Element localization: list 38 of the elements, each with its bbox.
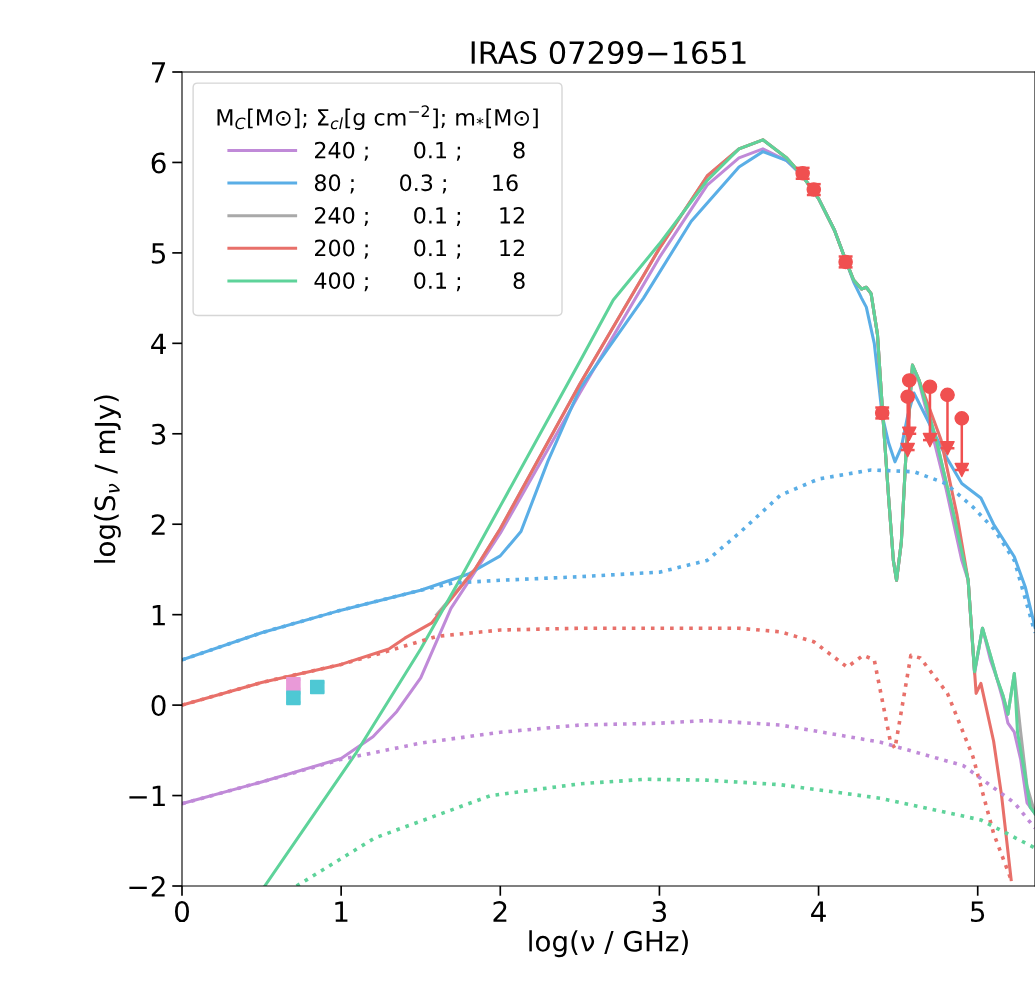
y-tick-label: 1 xyxy=(152,604,165,626)
x-tick-label: 2 xyxy=(493,901,507,922)
line-series xyxy=(294,777,1035,886)
point xyxy=(940,440,955,456)
point xyxy=(922,379,938,395)
x-tick-label: 0 xyxy=(174,901,189,923)
y-tick-label: 4 xyxy=(151,333,166,354)
x-tick-label: 3 xyxy=(652,901,667,923)
text: M$_{C}$[M⊙]; Σ$_{cl}$[g cm$^{−2}$]; m$_{*}$[M⊙] xyxy=(217,105,538,131)
legend-label: 240 ; 0.1 ; 12 xyxy=(315,206,524,227)
point xyxy=(900,442,915,458)
y-tick-label: 2 xyxy=(151,514,165,535)
y-tick-label: 7 xyxy=(152,62,166,83)
y-tick-label: −1 xyxy=(129,785,165,807)
y-tick-label: 3 xyxy=(151,423,166,445)
x-tick-label: 5 xyxy=(971,901,985,923)
x-axis-title: log(ν / GHz) xyxy=(529,930,688,958)
x-tick-label: 4 xyxy=(811,901,826,922)
y-tick-label: 0 xyxy=(151,695,166,717)
y-tick-label: −2 xyxy=(129,875,165,897)
point xyxy=(954,462,970,478)
y-tick-label: 5 xyxy=(151,243,165,264)
y-tick-label: 6 xyxy=(151,152,166,174)
y-axis-title: log(S$_{ν}$ / mJy) xyxy=(93,395,121,563)
legend-label: 200 ; 0.1 ; 12 xyxy=(315,239,524,259)
point xyxy=(901,426,917,442)
legend-label: 240 ; 0.1 ; 8 xyxy=(315,141,525,161)
legend-label: 80 ; 0.3 ; 16 xyxy=(314,174,518,194)
point xyxy=(940,387,955,403)
x-tick-label: 1 xyxy=(335,901,348,922)
chart-title: IRAS 07299−1651 xyxy=(471,40,746,65)
point xyxy=(286,677,301,692)
point xyxy=(901,373,917,388)
point xyxy=(900,389,915,404)
point xyxy=(954,411,970,426)
point xyxy=(922,432,938,448)
point xyxy=(309,679,325,695)
legend-label: 400 ; 0.1 ; 8 xyxy=(314,272,525,292)
